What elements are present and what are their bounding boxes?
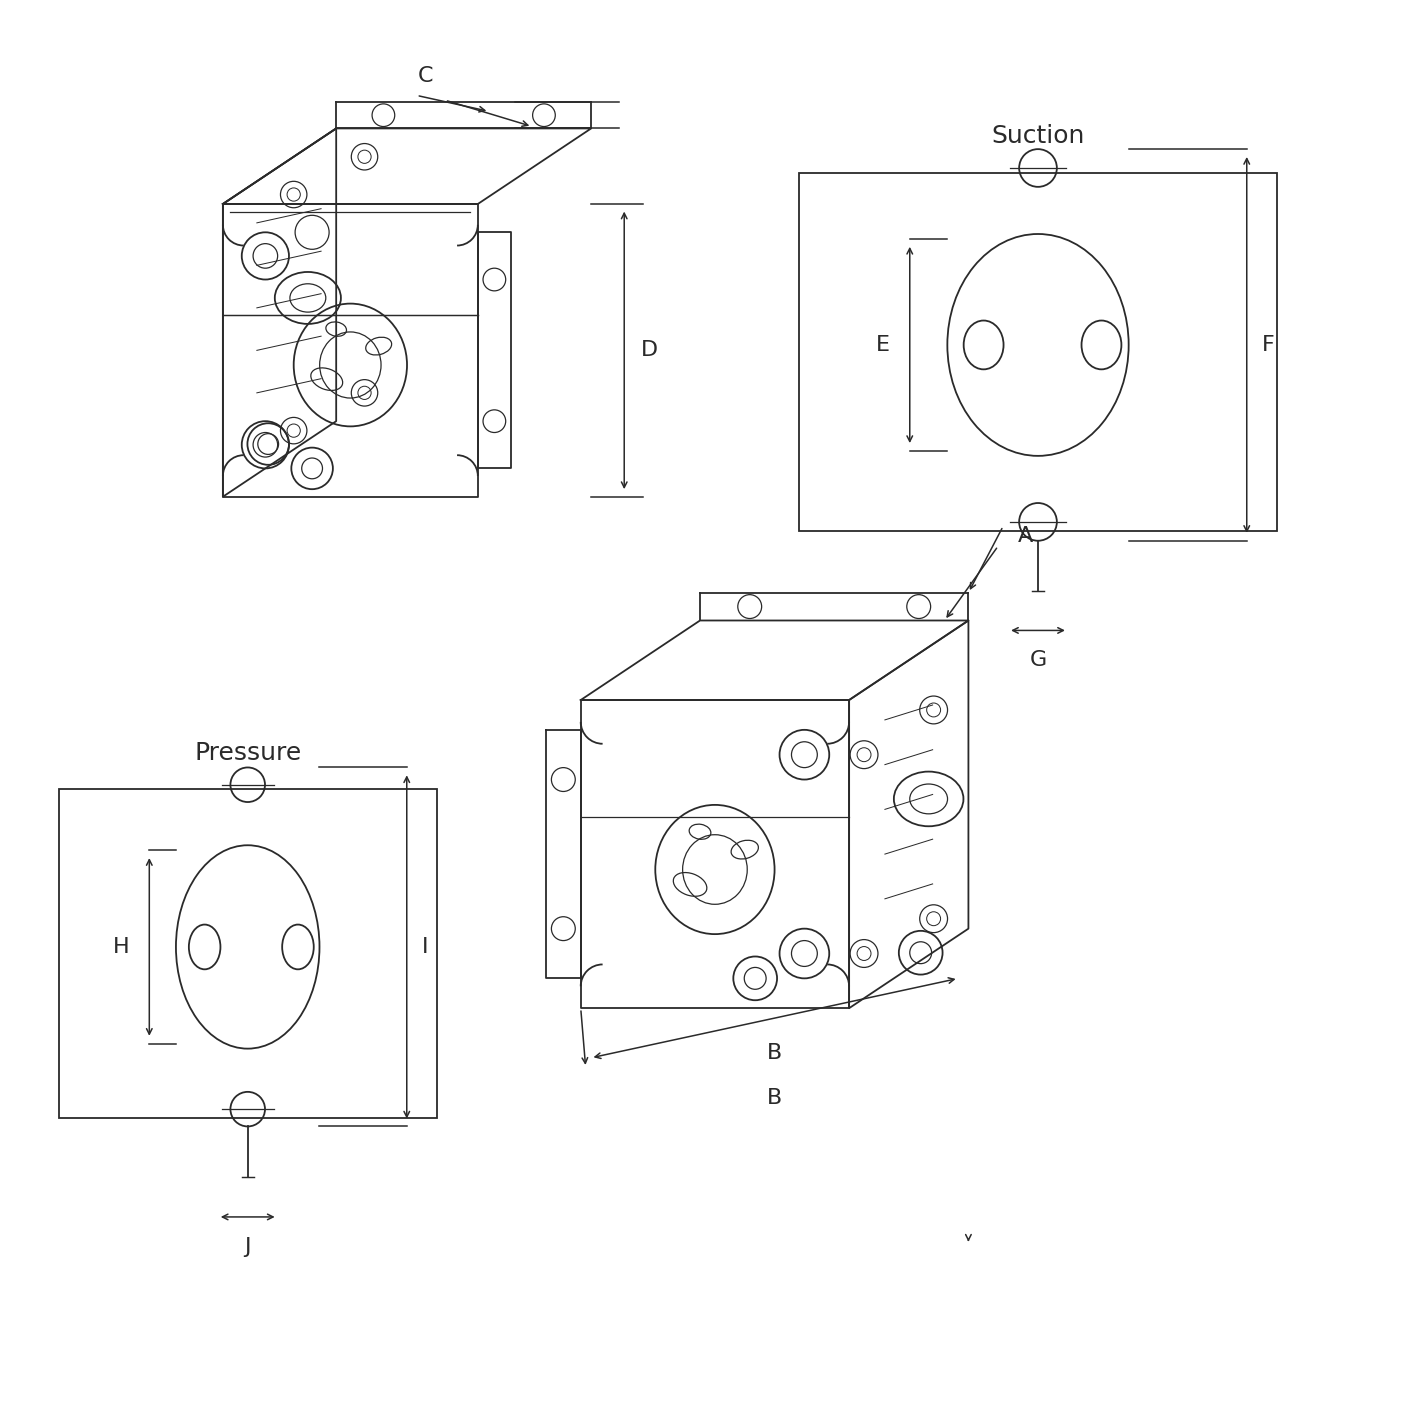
Text: G: G	[1029, 651, 1046, 671]
Text: D: D	[641, 340, 658, 360]
Bar	[59, 790, 437, 1118]
Text: I: I	[422, 936, 429, 957]
Text: H: H	[112, 936, 129, 957]
Text: E: E	[876, 335, 890, 354]
Text: A: A	[1018, 526, 1033, 546]
Text: B: B	[766, 1088, 782, 1108]
Text: F: F	[1261, 335, 1274, 354]
Text: C: C	[418, 66, 433, 87]
Text: J: J	[245, 1237, 250, 1257]
Text: Pressure: Pressure	[194, 741, 301, 765]
Bar	[800, 173, 1277, 531]
Text: B: B	[766, 1043, 782, 1063]
Text: Suction: Suction	[991, 124, 1084, 148]
